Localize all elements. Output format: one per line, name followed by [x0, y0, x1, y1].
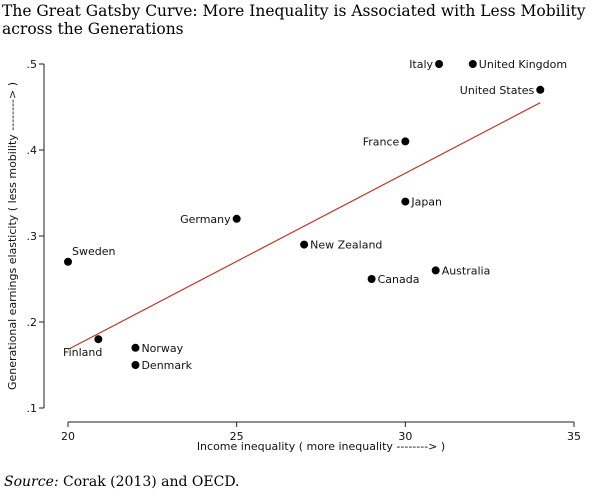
- data-points: Italy United Kingdom United States France Ja…: [63, 58, 567, 372]
- x-axis: 20 25 30 35: [61, 421, 581, 443]
- point-australia: [431, 266, 440, 275]
- source-prefix: Source:: [4, 474, 59, 490]
- point-united-states: [536, 85, 545, 94]
- x-axis-title: Income inequality ( more inequality ----…: [197, 440, 445, 453]
- point-label-italy: Italy: [409, 58, 433, 71]
- point-label-finland: Finland: [63, 346, 102, 359]
- point-united-kingdom: [468, 60, 477, 68]
- y-tick-label: .1: [27, 402, 38, 415]
- chart-title: The Great Gatsby Curve: More Inequality …: [2, 2, 586, 38]
- point-canada: [367, 275, 376, 283]
- point-new-zealand: [300, 240, 309, 249]
- point-norway: [131, 343, 140, 352]
- source-text: Corak (2013) and OECD.: [58, 474, 240, 490]
- point-label-germany: Germany: [180, 213, 231, 226]
- y-tick-label: .4: [27, 144, 38, 157]
- point-denmark: [131, 361, 140, 369]
- point-label-united-states: United States: [460, 84, 535, 97]
- point-label-denmark: Denmark: [141, 359, 192, 372]
- point-finland: [94, 335, 103, 344]
- point-label-sweden: Sweden: [72, 245, 115, 258]
- point-label-japan: Japan: [410, 196, 442, 209]
- fit-line-group: [67, 102, 541, 351]
- x-tick-label: 30: [398, 430, 412, 443]
- y-tick-label: .5: [27, 58, 38, 71]
- y-axis: .1 .2 .3 .4 .5: [27, 58, 45, 415]
- x-tick-label: 35: [567, 430, 581, 443]
- y-axis-title: Generational earnings elasticity ( less …: [6, 82, 19, 390]
- x-tick-label: 20: [61, 430, 75, 443]
- fit-line: [67, 102, 541, 351]
- y-tick-label: .2: [27, 316, 38, 329]
- point-label-canada: Canada: [378, 273, 420, 286]
- y-tick-label: .3: [27, 230, 38, 243]
- point-label-united-kingdom: United Kingdom: [479, 58, 567, 71]
- point-france: [401, 137, 410, 146]
- point-label-france: France: [363, 135, 400, 148]
- x-tick-label: 25: [230, 430, 244, 443]
- point-label-new-zealand: New Zealand: [310, 239, 382, 252]
- point-japan: [401, 197, 410, 206]
- source-note: Source: Corak (2013) and OECD.: [4, 474, 240, 490]
- point-label-australia: Australia: [442, 264, 491, 277]
- point-italy: [435, 60, 444, 68]
- point-label-norway: Norway: [141, 342, 183, 355]
- point-sweden: [64, 257, 72, 266]
- point-germany: [232, 214, 241, 223]
